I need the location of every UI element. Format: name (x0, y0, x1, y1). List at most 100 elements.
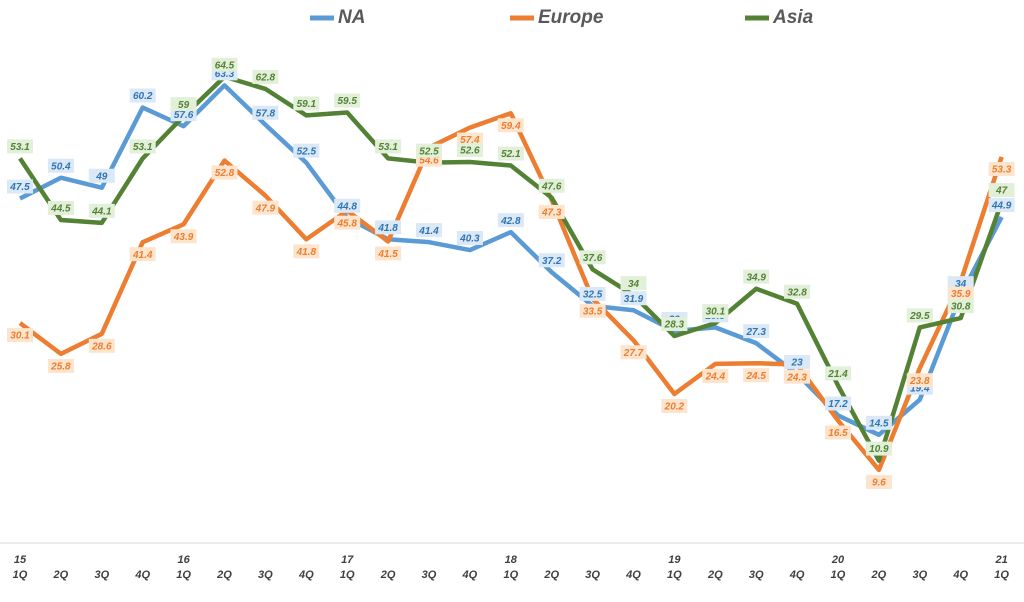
value-label-box (988, 161, 1015, 176)
value-label-box (88, 203, 115, 218)
value-label: 28.6 (91, 341, 112, 352)
value-label: 23.8 (909, 376, 930, 387)
value-label-box (743, 324, 770, 339)
x-tick-label: 1Q (503, 569, 518, 581)
value-label-box (170, 97, 197, 112)
value-label-box (784, 284, 811, 299)
x-tick-label: 2Q (53, 569, 69, 581)
value-label: 34 (628, 279, 640, 290)
x-tick-label: 4Q (298, 569, 314, 581)
value-label: 59 (178, 100, 190, 111)
x-tick-label: 2Q (543, 569, 559, 581)
value-label: 30.1 (706, 307, 726, 318)
x-tick-label: 3Q (258, 569, 273, 581)
value-label: 47.5 (9, 182, 30, 193)
value-label: 63.3 (215, 69, 235, 80)
value-label-box (129, 247, 156, 262)
value-label: 40.3 (459, 234, 480, 245)
value-label: 44.8 (336, 201, 357, 212)
x-tick-label: 4Q (134, 569, 150, 581)
value-label-box (293, 96, 320, 111)
value-label: 47.6 (541, 181, 562, 192)
value-label-box (456, 142, 483, 157)
value-label-box (538, 253, 565, 268)
value-label: 27.7 (623, 348, 644, 359)
value-label: 24.3 (786, 372, 807, 383)
value-label: 37.6 (583, 253, 603, 264)
value-label-box (47, 358, 74, 373)
value-label: 32.5 (583, 290, 603, 301)
value-label-box (211, 165, 238, 180)
x-tick-label: 3Q (422, 569, 437, 581)
value-label: 62.8 (256, 73, 276, 84)
value-label-box (47, 200, 74, 215)
value-label-box (702, 368, 729, 383)
value-label: 24.4 (705, 372, 726, 383)
value-label: 20.2 (664, 402, 685, 413)
x-tick-label: 4Q (625, 569, 641, 581)
value-label: 53.1 (133, 142, 153, 153)
value-label: 64.5 (215, 60, 235, 71)
value-label: 41.4 (132, 250, 153, 261)
value-label: 52.5 (297, 146, 317, 157)
value-label: 53.1 (10, 142, 30, 153)
x-tick-label: 1Q (176, 569, 191, 581)
x-group-label: 17 (341, 554, 354, 566)
value-label-box (416, 223, 442, 238)
value-label: 47 (995, 186, 1008, 197)
value-label: 19.4 (910, 383, 930, 394)
value-label-box (538, 178, 565, 193)
value-label-box (825, 366, 851, 381)
value-label-box (865, 441, 892, 456)
value-label: 52.1 (501, 149, 521, 160)
value-label: 53.1 (378, 142, 398, 153)
value-label-box (947, 286, 974, 301)
value-label-box (252, 69, 279, 84)
x-tick-label: 3Q (912, 569, 927, 581)
value-label: 41.8 (296, 247, 317, 258)
value-label-box (620, 345, 647, 360)
value-label: 34.9 (746, 272, 766, 283)
value-label: 29.5 (909, 311, 930, 322)
value-label: 33.5 (583, 306, 603, 317)
value-label-box (988, 198, 1015, 213)
value-label-box (620, 276, 647, 291)
series-line (18, 83, 1004, 438)
value-label: 44.1 (91, 206, 112, 217)
x-tick-label: 3Q (749, 569, 764, 581)
x-tick-label: 1Q (994, 569, 1009, 581)
value-label: 47.3 (541, 208, 562, 219)
value-label: 21.4 (827, 369, 848, 380)
value-label-box (743, 269, 770, 284)
value-label: 54.6 (419, 155, 439, 166)
value-label: 59.4 (501, 121, 521, 132)
x-tick-label: 1Q (13, 569, 28, 581)
value-label-box (743, 368, 770, 383)
value-label-box (784, 369, 811, 384)
x-group-label: 16 (177, 554, 190, 566)
value-label-box (865, 415, 892, 430)
value-label: 25.8 (50, 362, 71, 373)
value-label-box (334, 93, 361, 108)
value-label: 14.5 (869, 418, 889, 429)
x-tick-label: 4Q (952, 569, 968, 581)
value-label: 35.9 (951, 289, 971, 300)
x-tick-label: 3Q (585, 569, 600, 581)
value-label: 57.4 (460, 135, 480, 146)
value-label-box (88, 168, 115, 183)
value-label-box (661, 398, 688, 413)
value-label: 41.5 (377, 249, 398, 260)
value-label: 30.8 (951, 302, 971, 313)
value-label: 50.4 (51, 161, 71, 172)
value-label-box (579, 286, 606, 301)
value-label-box (170, 229, 197, 244)
value-label: 43.9 (173, 232, 194, 243)
x-tick-label: 3Q (94, 569, 109, 581)
value-label-box (7, 328, 33, 343)
value-label-box (47, 158, 74, 173)
value-label-box (825, 396, 851, 411)
value-label-box (293, 244, 320, 259)
value-label: 47.9 (255, 203, 276, 214)
value-label: 59.5 (337, 96, 357, 107)
value-label-box (252, 200, 279, 215)
